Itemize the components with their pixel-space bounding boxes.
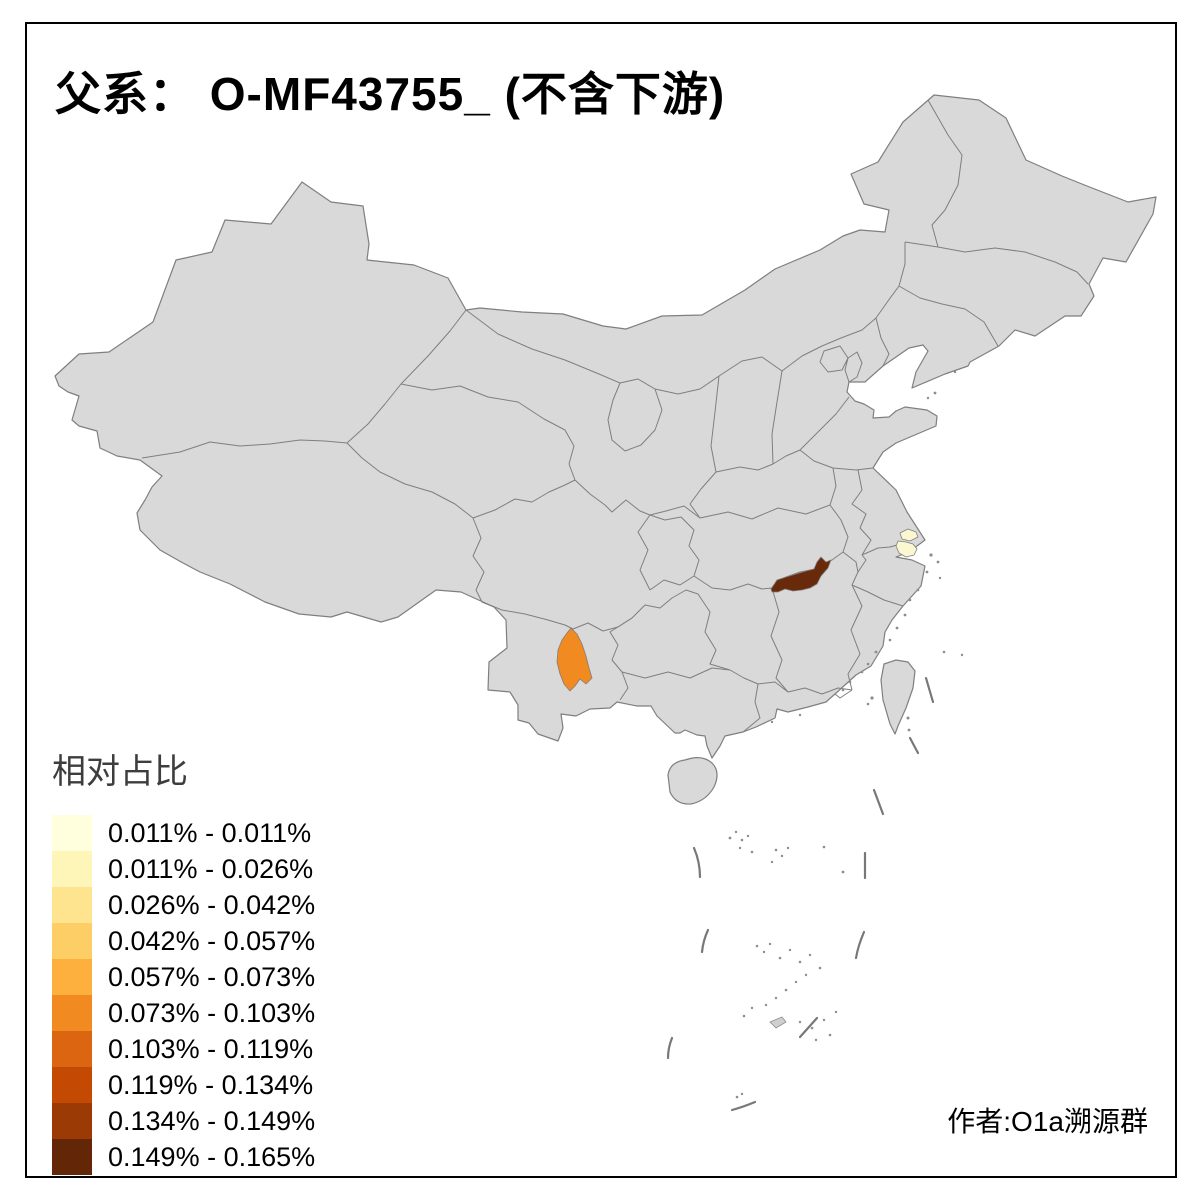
- legend-color-swatch: [52, 1067, 92, 1103]
- legend-color-swatch: [52, 959, 92, 995]
- legend-color-swatch: [52, 995, 92, 1031]
- hainan-island: [667, 757, 718, 805]
- legend-color-swatch: [52, 815, 92, 851]
- sea-boundary-dashes: [666, 676, 935, 1112]
- legend-range-label: 0.073% - 0.103%: [108, 997, 316, 1028]
- author-attribution: 作者:O1a溯源群: [947, 1106, 1148, 1137]
- legend-range-label: 0.011% - 0.026%: [108, 853, 314, 884]
- legend-row: 0.103% - 0.119%: [52, 1031, 315, 1067]
- region-north-jiangxi: [770, 556, 832, 593]
- legend-color-swatch: [52, 887, 92, 923]
- region-shanghai: [895, 528, 919, 558]
- legend-row: 0.011% - 0.026%: [52, 851, 315, 887]
- legend-range-label: 0.011% - 0.011%: [108, 817, 312, 848]
- legend-row: 0.042% - 0.057%: [52, 923, 315, 959]
- legend-range-label: 0.026% - 0.042%: [108, 889, 316, 920]
- region-central-yunnan: [556, 627, 593, 692]
- legend-title: 相对占比: [52, 753, 188, 791]
- map-title: 父系： O-MF43755_ (不含下游): [55, 68, 726, 120]
- legend-row: 0.011% - 0.011%: [52, 815, 315, 851]
- legend-row: 0.073% - 0.103%: [52, 995, 315, 1031]
- legend-row: 0.026% - 0.042%: [52, 887, 315, 923]
- province-borders: [141, 99, 1089, 733]
- legend-color-swatch: [52, 923, 92, 959]
- legend-row: 0.134% - 0.149%: [52, 1103, 315, 1139]
- legend-color-swatch: [52, 851, 92, 887]
- legend-range-label: 0.042% - 0.057%: [108, 925, 316, 956]
- legend-range-label: 0.057% - 0.073%: [108, 961, 316, 992]
- legend-color-swatch: [52, 1031, 92, 1067]
- legend-color-swatch: [52, 1103, 92, 1139]
- mainland-outline: [54, 94, 1157, 759]
- legend-range-label: 0.134% - 0.149%: [108, 1105, 316, 1136]
- colored-regions: [556, 528, 919, 692]
- legend: 相对占比 0.011% - 0.011% 0.011% - 0.026% 0.0…: [52, 744, 315, 1175]
- legend-rows: 0.011% - 0.011% 0.011% - 0.026% 0.026% -…: [52, 815, 315, 1175]
- plot-frame: [25, 22, 1177, 1178]
- legend-row: 0.119% - 0.134%: [52, 1067, 315, 1103]
- legend-color-swatch: [52, 1139, 92, 1175]
- map-base: [54, 94, 1157, 805]
- legend-range-label: 0.149% - 0.165%: [108, 1141, 316, 1172]
- islets: [728, 370, 964, 1099]
- taiwan-island: [880, 659, 916, 735]
- legend-row: 0.057% - 0.073%: [52, 959, 315, 995]
- legend-range-label: 0.119% - 0.134%: [108, 1069, 314, 1100]
- legend-range-label: 0.103% - 0.119%: [108, 1033, 314, 1064]
- legend-row: 0.149% - 0.165%: [52, 1139, 315, 1175]
